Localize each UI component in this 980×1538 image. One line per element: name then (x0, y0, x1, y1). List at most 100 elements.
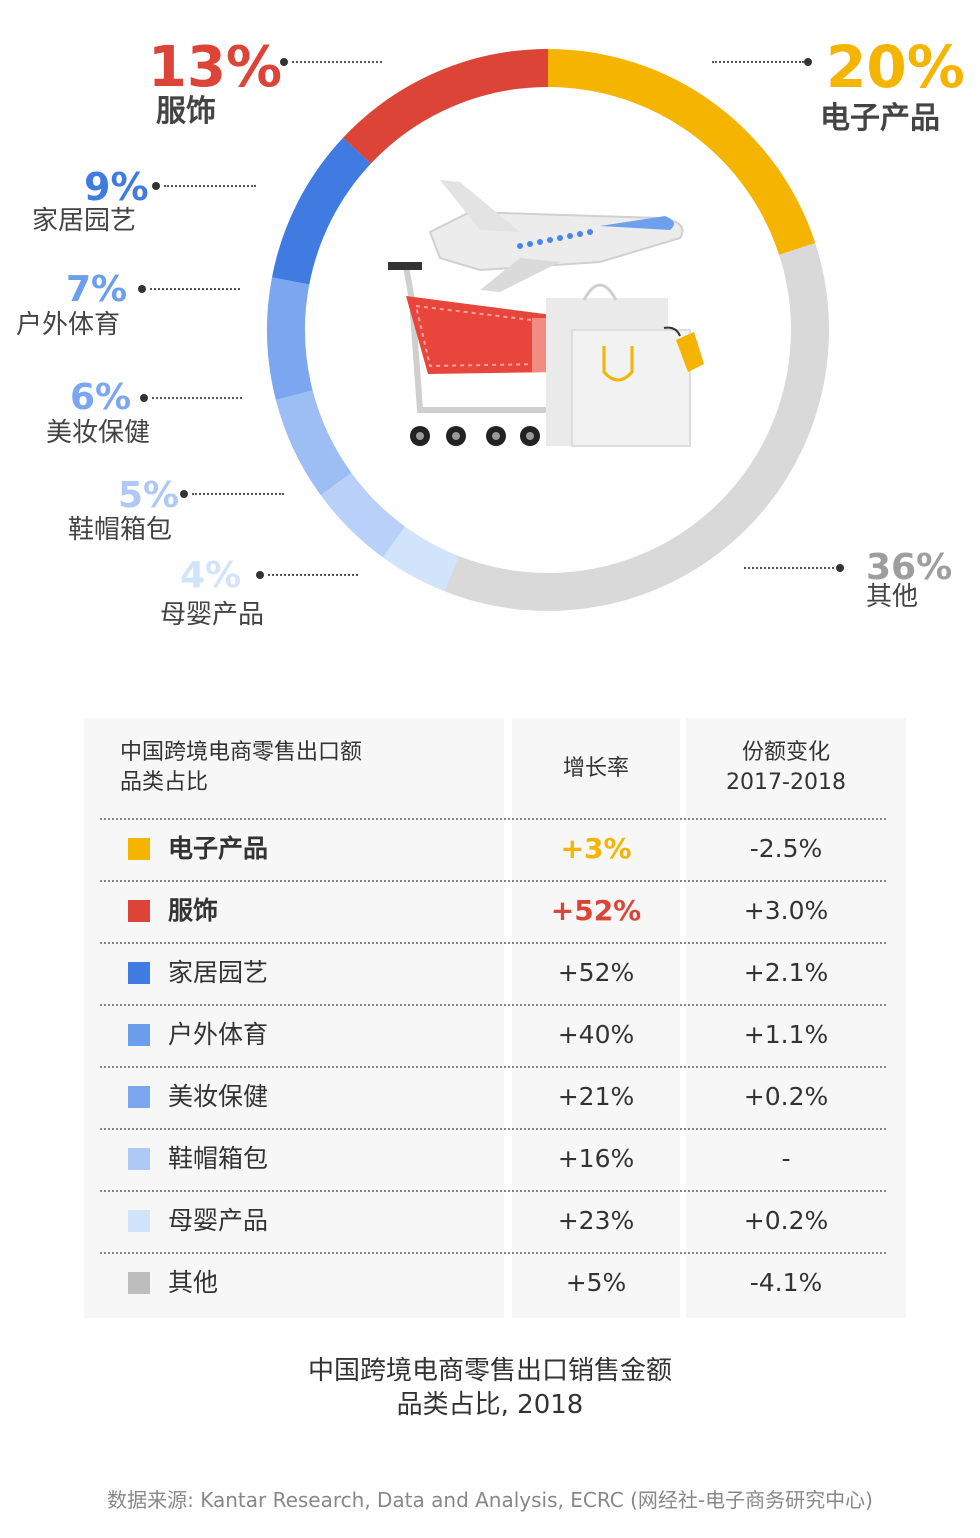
row-growth: +23% (557, 1206, 635, 1235)
leader-dot (836, 564, 844, 572)
row-growth: +5% (565, 1268, 627, 1297)
color-swatch (128, 962, 150, 984)
color-swatch (128, 1024, 150, 1046)
row-share-change: -2.5% (749, 834, 823, 863)
color-swatch (128, 838, 150, 860)
label-cat-other: 其他 (866, 582, 919, 612)
header-share-change: 份额变化 2017-2018 (686, 738, 886, 798)
row-growth: +3% (560, 832, 632, 865)
row-divider (100, 1004, 886, 1006)
header-category-line2: 品类占比 (120, 770, 209, 795)
donut-segment (444, 243, 829, 611)
source-note: 数据来源: Kantar Research, Data and Analysis… (107, 1488, 873, 1512)
category-table: 中国跨境电商零售出口额 品类占比 增长率 份额变化 2017-2018 电子产品… (84, 718, 906, 1318)
label-pct-beauty: 6% (70, 377, 132, 418)
donut-segment (343, 49, 549, 164)
header-share-change-line1: 份额变化 (741, 740, 830, 765)
label-cat-bags: 鞋帽箱包 (68, 515, 173, 545)
leader-dot (152, 182, 160, 190)
row-growth: +40% (557, 1020, 635, 1049)
row-share-change: +0.2% (743, 1082, 829, 1111)
row-share-change: +0.2% (743, 1206, 829, 1235)
table-row: 美妆保健 +21% +0.2% (84, 1066, 906, 1128)
leader-line (164, 185, 256, 187)
chart-caption: 中国跨境电商零售出口销售金额 品类占比, 2018 (0, 1354, 980, 1422)
leader-line (268, 574, 358, 576)
row-share-change: +1.1% (743, 1020, 829, 1049)
header-category-line1: 中国跨境电商零售出口额 (120, 740, 363, 765)
row-growth: +16% (557, 1144, 635, 1173)
color-swatch (128, 900, 150, 922)
row-divider (100, 1190, 886, 1192)
color-swatch (128, 1086, 150, 1108)
label-pct-home: 9% (84, 165, 149, 209)
header-category: 中国跨境电商零售出口额 品类占比 (120, 738, 362, 798)
donut-segment (275, 390, 352, 496)
shopping-cart-icon (388, 262, 560, 446)
leader-dot (138, 285, 146, 293)
leader-line (192, 493, 284, 495)
label-cat-clothing: 服饰 (156, 94, 216, 129)
table-row: 电子产品 +3% -2.5% (84, 818, 906, 880)
leader-dot (180, 490, 188, 498)
leader-line (152, 397, 242, 399)
table-row: 户外体育 +40% +1.1% (84, 1004, 906, 1066)
donut-chart: 13% 服饰 9% 家居园艺 7% 户外体育 6% 美妆保健 5% 鞋帽箱包 4… (0, 0, 980, 660)
row-share-change: +3.0% (743, 896, 829, 925)
row-divider (100, 1128, 886, 1130)
table-row: 服饰 +52% +3.0% (84, 880, 906, 942)
row-divider (100, 1252, 886, 1254)
donut-svg (267, 49, 829, 611)
header-growth: 增长率 (562, 756, 629, 781)
color-swatch (128, 1148, 150, 1170)
caption-line2: 品类占比, 2018 (396, 1390, 584, 1420)
donut-segment (382, 526, 459, 592)
row-category: 母婴产品 (168, 1206, 269, 1235)
label-pct-outdoor: 7% (66, 269, 128, 310)
row-divider (100, 1066, 886, 1068)
row-divider (100, 942, 886, 944)
label-cat-baby: 母婴产品 (160, 600, 265, 630)
row-share-change: -4.1% (749, 1268, 823, 1297)
label-pct-baby: 4% (180, 555, 242, 596)
row-category: 服饰 (168, 896, 219, 925)
row-growth: +52% (550, 894, 642, 927)
leader-line (712, 61, 804, 63)
table-row: 家居园艺 +52% +2.1% (84, 942, 906, 1004)
row-divider (100, 818, 886, 820)
leader-dot (804, 58, 812, 66)
table-row: 鞋帽箱包 +16% - (84, 1128, 906, 1190)
row-growth: +21% (557, 1082, 635, 1111)
donut-segment (320, 472, 406, 558)
table-row: 母婴产品 +23% +0.2% (84, 1190, 906, 1252)
leader-dot (280, 58, 288, 66)
label-cat-home: 家居园艺 (32, 206, 137, 236)
header-share-change-line2: 2017-2018 (726, 770, 846, 795)
color-swatch (128, 1210, 150, 1232)
row-share-change: - (781, 1144, 791, 1173)
row-category: 户外体育 (168, 1020, 269, 1049)
row-category: 美妆保健 (168, 1082, 269, 1111)
label-cat-outdoor: 户外体育 (16, 310, 121, 340)
row-divider (100, 880, 886, 882)
row-category: 鞋帽箱包 (168, 1144, 269, 1173)
leader-line (292, 61, 382, 63)
row-category: 其他 (168, 1268, 219, 1297)
shopping-illustration (388, 180, 704, 447)
color-swatch (128, 1272, 150, 1294)
caption-line1: 中国跨境电商零售出口销售金额 (307, 1356, 672, 1386)
label-pct-clothing: 13% (148, 35, 283, 100)
label-cat-beauty: 美妆保健 (46, 418, 151, 448)
label-pct-electronics: 20% (826, 33, 965, 101)
leader-dot (256, 571, 264, 579)
donut-segment (547, 49, 816, 256)
row-growth: +52% (557, 958, 635, 987)
donut-segment (271, 137, 372, 285)
label-pct-bags: 5% (118, 475, 180, 516)
label-pct-other: 36% (866, 547, 953, 588)
row-share-change: +2.1% (743, 958, 829, 987)
donut-segment (267, 277, 313, 400)
table-row: 其他 +5% -4.1% (84, 1252, 906, 1314)
leader-line (744, 567, 834, 569)
leader-dot (140, 394, 148, 402)
